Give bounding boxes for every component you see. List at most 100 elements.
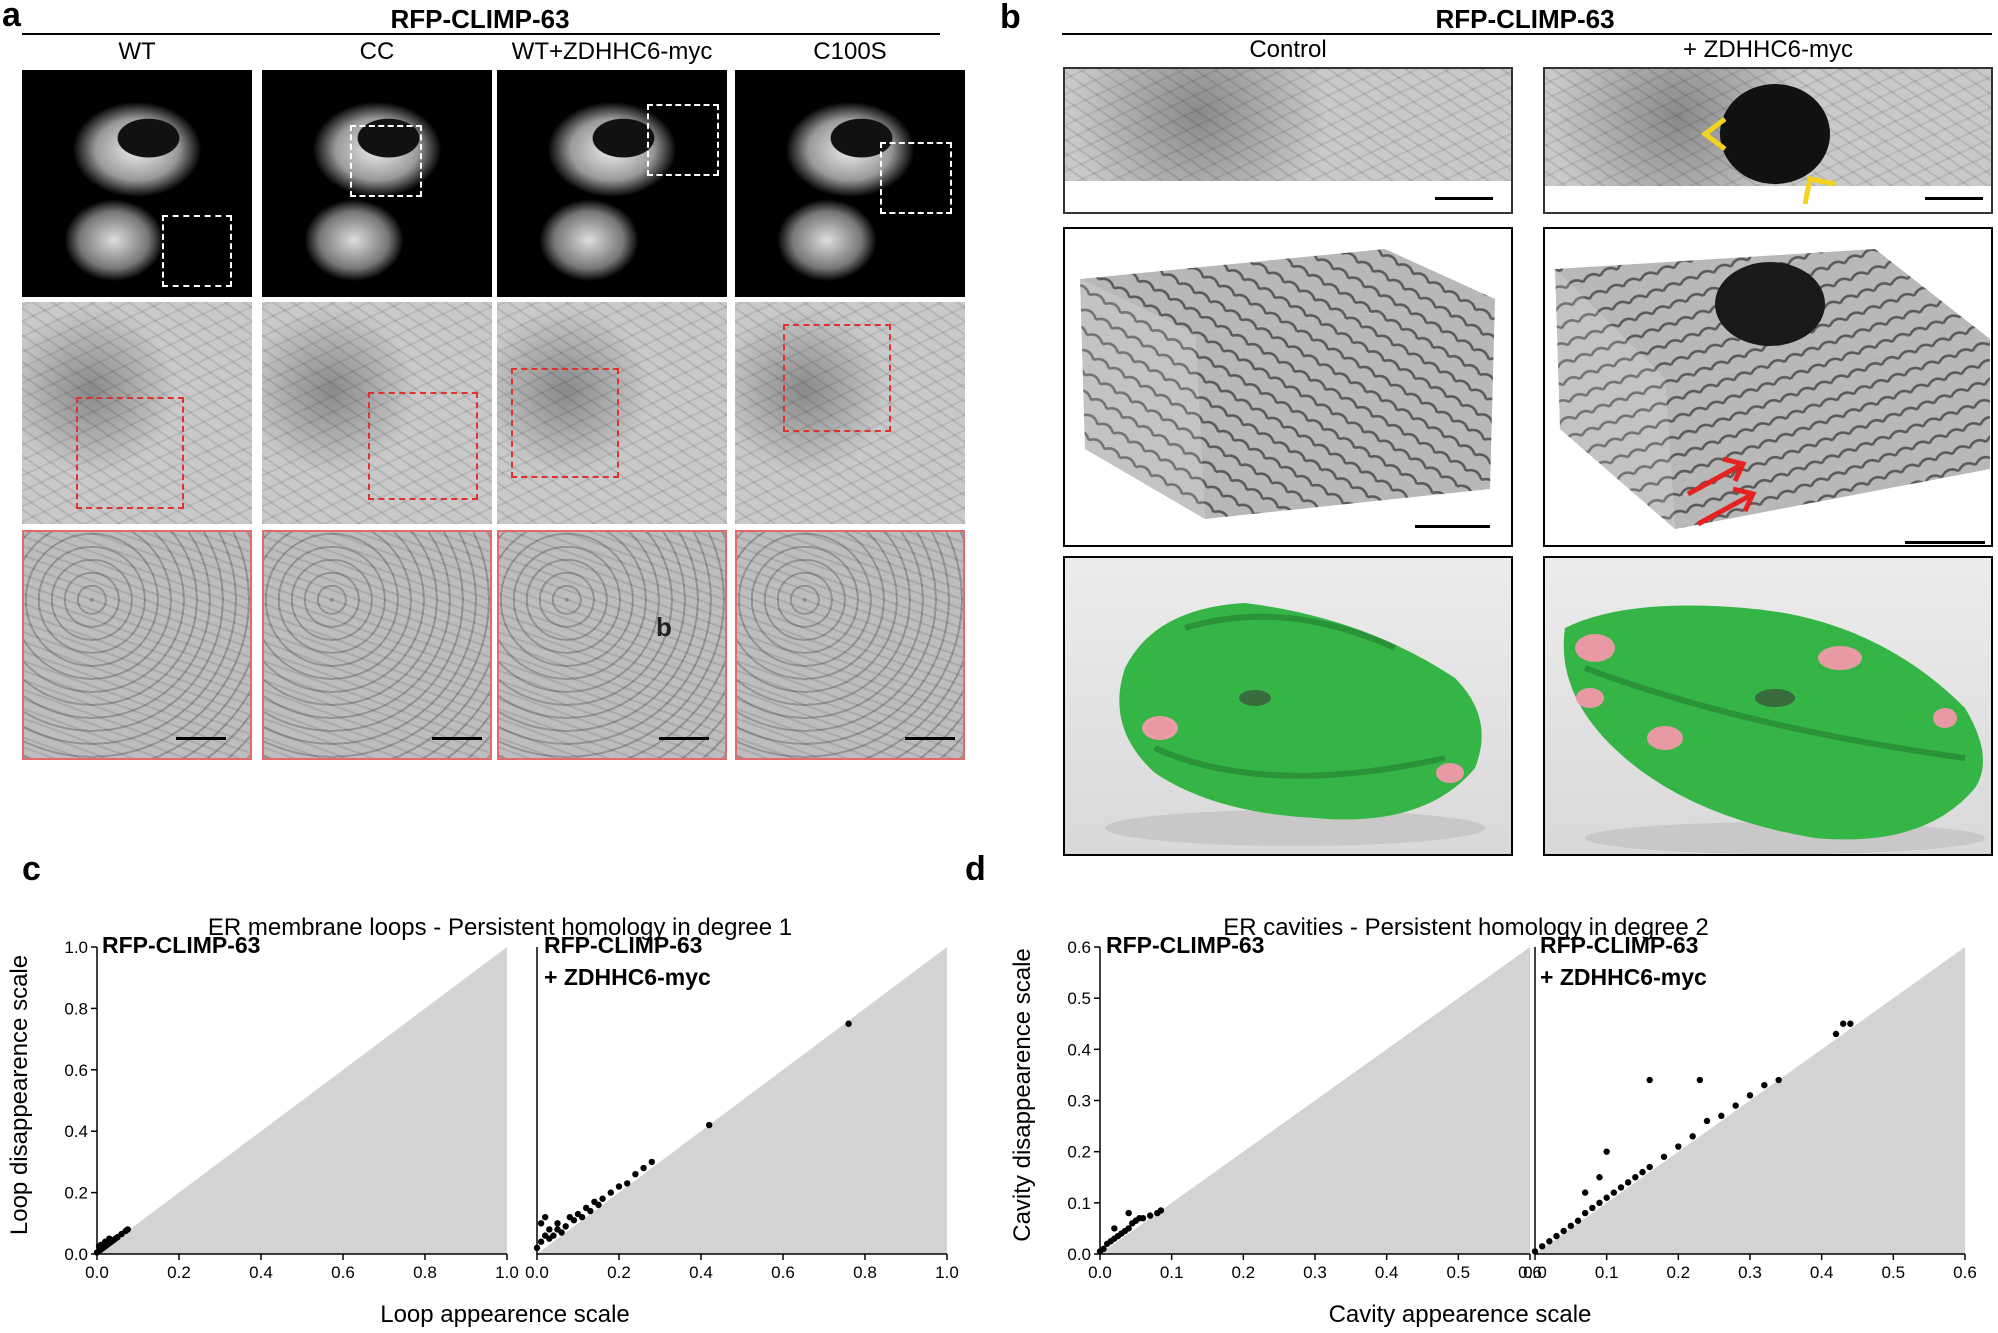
roi-box — [162, 215, 232, 287]
x-tick-label: 0.2 — [607, 1263, 631, 1282]
scatter-point — [110, 1236, 117, 1244]
scatter-point — [1096, 1248, 1104, 1255]
fluorescence-image-c100s — [735, 70, 965, 297]
scale-bar — [176, 737, 226, 740]
scatter-point — [1617, 1184, 1625, 1191]
scatter-point — [546, 1226, 553, 1233]
y-tick-label: 0.2 — [1067, 1143, 1091, 1162]
x-tick-label: 0.8 — [413, 1263, 437, 1282]
x-tick-label: 0.3 — [1738, 1263, 1762, 1282]
x-tick-label: 0.3 — [1303, 1263, 1327, 1282]
roi-box — [511, 368, 619, 478]
scatter-point — [599, 1195, 606, 1202]
scatter-point — [1646, 1076, 1653, 1084]
plot-c-left: 0.0 0.2 0.4 0.6 0.8 1.0 0.0 0.2 0.4 0.6 0.8 1.0 — [64, 938, 518, 1282]
x-tick-label: 0.6 — [1518, 1263, 1542, 1282]
scatter-point — [1538, 1243, 1546, 1250]
scatter-point — [1832, 1030, 1840, 1038]
panel-d-chart-title: ER cavities - Persistent homology in deg… — [1223, 914, 1709, 941]
em-overview-c100s — [735, 302, 965, 524]
plot-d-left: 0.0 0.1 0.2 0.3 0.4 0.5 0.6 0.0 0.1 0.2 0.3 0.4 0.5 0… — [1067, 938, 1541, 1282]
segmentation-render-zdhhc6 — [1543, 556, 1993, 856]
scatter-point — [97, 1246, 105, 1253]
scatter-point — [542, 1232, 549, 1239]
scatter-point — [1111, 1235, 1118, 1242]
scatter-point — [1136, 1214, 1143, 1222]
panel-a-title: RFP-CLIMP-63 — [390, 4, 570, 34]
plot-c-right-label-1: RFP-CLIMP-63 — [544, 932, 702, 958]
scatter-point — [1546, 1238, 1553, 1245]
scatter-point — [118, 1230, 125, 1238]
x-tick-label: 0.2 — [1667, 1263, 1691, 1282]
scale-bar — [432, 737, 482, 740]
em-strip-zdhhc6 — [1543, 67, 1993, 214]
er-segmentation-shape — [1105, 603, 1485, 846]
x-tick-label: 0.1 — [1595, 1263, 1619, 1282]
scatter-point — [558, 1229, 565, 1236]
scale-bar — [1905, 541, 1985, 544]
scatter-point — [1596, 1199, 1603, 1207]
scatter-point — [1553, 1232, 1560, 1240]
panel-b-col-control: Control — [1249, 36, 1327, 63]
scatter-point — [587, 1207, 594, 1215]
panel-a-col-wt-zdhhc6: WT+ZDHHC6-myc — [511, 38, 713, 65]
er-segmentation-shape — [1563, 605, 1985, 854]
em-overview-cc — [262, 302, 492, 524]
y-tick-label: 0.5 — [1067, 989, 1091, 1008]
scatter-point — [114, 1233, 121, 1241]
scatter-point — [537, 1238, 545, 1245]
scatter-point — [1761, 1081, 1768, 1089]
x-tick-label: 0.6 — [771, 1263, 795, 1282]
scale-bar — [1925, 197, 1983, 200]
panel-a-col-wt: WT — [118, 38, 156, 65]
scatter-point — [1103, 1240, 1111, 1247]
scatter-point — [1100, 1245, 1107, 1253]
diagonal-shade — [97, 947, 507, 1254]
panel-b-label: b — [1000, 0, 1021, 36]
scatter-point — [122, 1227, 129, 1235]
scatter-point — [1639, 1168, 1646, 1176]
x-tick-label: 0.1 — [1160, 1263, 1184, 1282]
scatter-point — [1675, 1143, 1682, 1150]
scatter-point — [1121, 1227, 1129, 1235]
x-tick-label: 0.4 — [1810, 1263, 1834, 1282]
scatter-point — [1660, 1153, 1668, 1160]
x-tick-label: 0.4 — [689, 1263, 713, 1282]
fluorescence-image-cc — [262, 70, 492, 297]
scatter-point — [1718, 1112, 1725, 1120]
scatter-point — [562, 1223, 569, 1230]
scatter-point — [1139, 1214, 1147, 1222]
plot-d-right-label-1: RFP-CLIMP-63 — [1540, 932, 1698, 958]
scatter-point — [1574, 1217, 1582, 1224]
3d-block-shape — [1555, 249, 1990, 529]
plot-d-right: 0.0 0.1 0.2 0.3 0.4 0.5 0.6 — [1523, 947, 1977, 1282]
scatter-point — [102, 1243, 109, 1250]
em-zoom-wt — [22, 530, 252, 760]
plot-area — [1100, 947, 1530, 1254]
em-overview-wt — [22, 302, 252, 524]
x-tick-label: 0.0 — [1088, 1263, 1112, 1282]
scatter-point — [640, 1164, 647, 1172]
panel-a-col-c100s: C100S — [813, 38, 887, 65]
x-tick-label: 0.6 — [1953, 1263, 1977, 1282]
panel-d-ylabel: Cavity disappearence scale — [1009, 948, 1036, 1242]
scatter-point — [1689, 1133, 1696, 1140]
scatter-point — [591, 1198, 598, 1206]
scatter-point — [1125, 1209, 1132, 1217]
roi-box — [76, 397, 184, 509]
plot-area — [1535, 947, 1965, 1254]
panel-b-title-rule — [1062, 33, 1992, 35]
scatter-point — [99, 1244, 107, 1252]
plot-d-right-label-2: + ZDHHC6-myc — [1540, 964, 1707, 990]
diagonal-shade — [1535, 947, 1965, 1254]
scatter-point — [1696, 1076, 1704, 1084]
plot-d-left-label: RFP-CLIMP-63 — [1106, 932, 1264, 958]
x-tick-label: 0.4 — [1375, 1263, 1399, 1282]
scatter-point — [1581, 1209, 1589, 1217]
em-zoom-cc — [262, 530, 492, 760]
em-overview-wt-zdhhc6 — [497, 302, 727, 524]
scatter-point — [632, 1170, 639, 1178]
scatter-point — [1775, 1076, 1782, 1084]
scatter-point — [533, 1244, 541, 1252]
panel-a-label: a — [2, 0, 21, 34]
